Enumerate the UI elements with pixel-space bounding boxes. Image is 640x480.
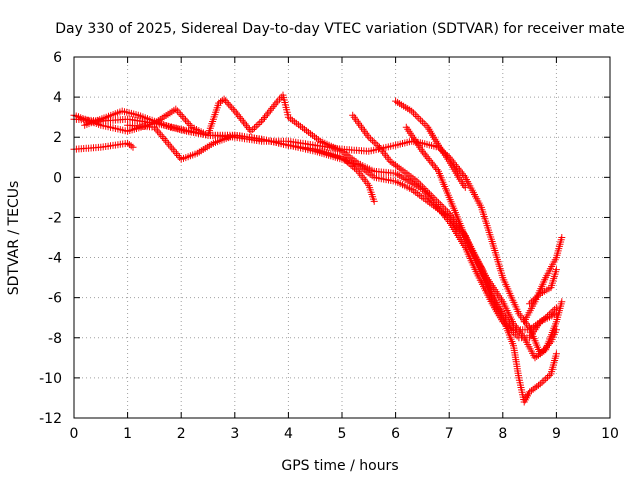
- grid: [74, 57, 610, 418]
- y-tick-label: 2: [53, 130, 62, 146]
- y-tick-label: -6: [48, 291, 62, 307]
- y-tick-label: 4: [53, 90, 62, 106]
- x-tick-label: 4: [284, 426, 293, 442]
- data-series: [70, 91, 566, 406]
- x-tick-label: 3: [230, 426, 239, 442]
- y-axis-ticks: 6 4 2 0 -2 -4 -6 -8 -10 -12: [39, 50, 610, 427]
- x-tick-label: 9: [552, 426, 561, 442]
- series-track-8: [402, 123, 560, 406]
- y-tick-label: -2: [48, 210, 62, 226]
- y-tick-label: 6: [53, 50, 62, 66]
- chart-title: Day 330 of 2025, Sidereal Day-to-day VTE…: [55, 21, 625, 37]
- series-markers: [392, 97, 469, 191]
- series-track-7: [392, 97, 469, 191]
- y-tick-label: -8: [48, 331, 62, 347]
- x-tick-label: 6: [391, 426, 400, 442]
- series-track-5: [124, 121, 378, 205]
- x-tick-label: 0: [70, 426, 79, 442]
- x-tick-label: 10: [601, 426, 619, 442]
- y-tick-label: -12: [39, 411, 62, 427]
- y-tick-label: 0: [53, 170, 62, 186]
- y-tick-label: -4: [48, 251, 62, 267]
- series-markers: [402, 123, 560, 406]
- x-tick-label: 7: [445, 426, 454, 442]
- x-tick-label: 1: [123, 426, 132, 442]
- series-track-10: [526, 266, 560, 308]
- y-axis-label: SDTVAR / TECUs: [6, 181, 22, 296]
- x-tick-label: 2: [177, 426, 186, 442]
- series-markers: [124, 121, 378, 205]
- series-markers: [526, 266, 560, 308]
- x-tick-label: 5: [338, 426, 347, 442]
- x-axis-ticks: 0 1 2 3 4 5 6 7 8 9 10: [70, 57, 619, 442]
- y-tick-label: -10: [39, 371, 62, 387]
- x-axis-label: GPS time / hours: [281, 458, 398, 474]
- x-tick-label: 8: [498, 426, 507, 442]
